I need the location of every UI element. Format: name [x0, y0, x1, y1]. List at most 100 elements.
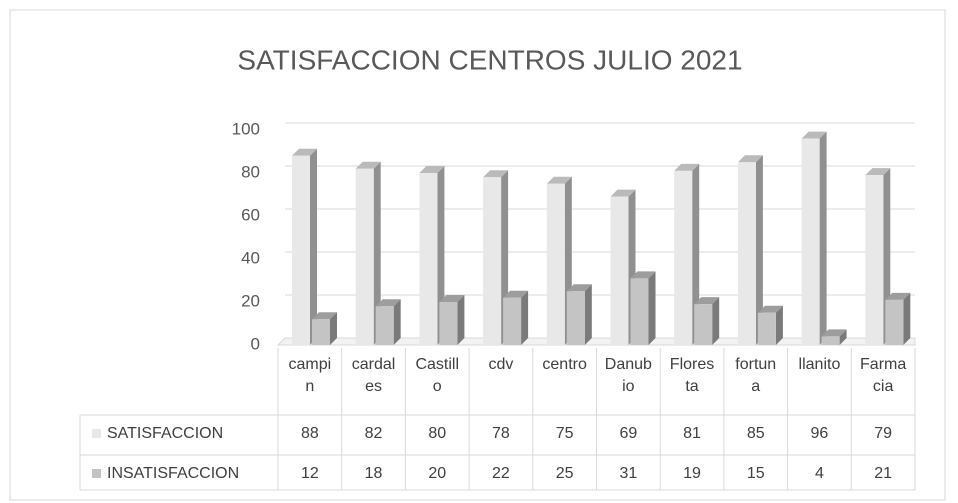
bar: [312, 319, 330, 345]
bar-top: [503, 290, 529, 298]
table-value: 12: [300, 465, 319, 482]
bar: [546, 183, 565, 345]
bar-side: [521, 290, 529, 345]
category-label: fortuna: [735, 356, 777, 395]
y-tick-label: 60: [241, 205, 260, 224]
bar-top: [355, 161, 381, 169]
category-label: llanito: [798, 356, 841, 373]
bar-top: [630, 271, 656, 279]
table-value: 78: [492, 425, 510, 442]
legend-label: INSATISFACCION: [107, 465, 240, 482]
bar-top: [885, 292, 911, 300]
bar-top: [546, 176, 572, 184]
bar-top: [737, 155, 763, 163]
bar-top: [821, 329, 847, 337]
bar: [674, 170, 693, 345]
y-tick-label: 100: [232, 119, 260, 138]
bar-top: [419, 166, 445, 173]
chart-title: SATISFACCION CENTROS JULIO 2021: [237, 44, 742, 75]
bar: [355, 168, 374, 345]
bar-top: [312, 312, 337, 320]
table-value: 18: [364, 465, 383, 482]
table-value: 15: [746, 465, 765, 482]
bar-top: [674, 163, 700, 171]
bar-side: [755, 155, 763, 345]
table-value: 88: [300, 425, 319, 442]
bar: [439, 302, 458, 345]
bar-top: [439, 295, 465, 302]
bar-side: [648, 271, 656, 345]
legend-swatch: [92, 469, 101, 479]
bar-side: [692, 163, 700, 345]
bar: [737, 162, 756, 345]
category-label: Farmacia: [860, 356, 907, 395]
category-label: centro: [542, 356, 587, 373]
table-value: 75: [555, 425, 574, 442]
bar: [292, 155, 310, 345]
bar-side: [775, 305, 783, 345]
bar-side: [712, 297, 720, 345]
bar: [610, 196, 629, 345]
bar: [566, 291, 585, 345]
bar-side: [819, 131, 827, 345]
bar-top: [483, 170, 509, 178]
y-tick-label: 0: [251, 334, 260, 353]
bar: [865, 175, 884, 345]
bar: [419, 173, 438, 345]
table-value: 96: [810, 425, 829, 442]
table-value: 20: [428, 465, 447, 482]
table-value: 4: [814, 465, 824, 482]
bar-top: [694, 297, 720, 305]
bar-top: [375, 299, 401, 307]
table-value: 31: [619, 465, 638, 482]
bar-side: [839, 329, 847, 345]
bar-top: [757, 305, 783, 313]
bar-side: [584, 284, 592, 345]
bar-top: [566, 284, 592, 292]
category-label: Castillo: [415, 356, 460, 395]
bar-top: [610, 189, 636, 197]
category-label: Danubio: [604, 356, 652, 395]
bar-side: [330, 312, 337, 345]
table-value: 82: [364, 425, 383, 442]
bar-side: [457, 295, 465, 345]
bar: [694, 304, 713, 345]
category-label: Floresta: [669, 356, 715, 395]
bar: [630, 278, 649, 345]
table-value: 21: [874, 465, 893, 482]
table-value: 81: [683, 425, 701, 442]
table-value: 85: [746, 425, 765, 442]
bar: [375, 306, 394, 345]
table-value: 79: [874, 425, 893, 442]
bar: [503, 297, 522, 345]
y-tick-label: 80: [241, 162, 260, 181]
y-tick-label: 40: [241, 248, 260, 267]
legend-entry: INSATISFACCION: [80, 455, 278, 490]
bar: [885, 299, 904, 345]
bar: [821, 336, 840, 345]
bar-top: [865, 168, 891, 176]
legend-label: SATISFACCION: [107, 425, 224, 442]
bar-top: [801, 131, 827, 139]
chart-border: [9, 9, 946, 501]
bar: [757, 312, 776, 345]
bar: [801, 138, 820, 345]
legend-entry: SATISFACCION: [80, 415, 278, 455]
table-value: 69: [619, 425, 638, 442]
category-label: campin: [288, 356, 332, 395]
bar-side: [373, 161, 381, 345]
bar: [483, 177, 502, 345]
bar-side: [310, 148, 317, 345]
category-label: cardales: [351, 356, 396, 395]
table-value: 22: [492, 465, 510, 482]
table-value: 80: [428, 425, 447, 442]
bar-side: [393, 299, 401, 345]
bar-side: [903, 292, 911, 345]
y-tick-label: 20: [241, 291, 260, 310]
category-label: cdv: [488, 356, 514, 373]
bar-top: [292, 148, 317, 156]
legend-swatch: [92, 429, 101, 439]
table-value: 25: [555, 465, 574, 482]
